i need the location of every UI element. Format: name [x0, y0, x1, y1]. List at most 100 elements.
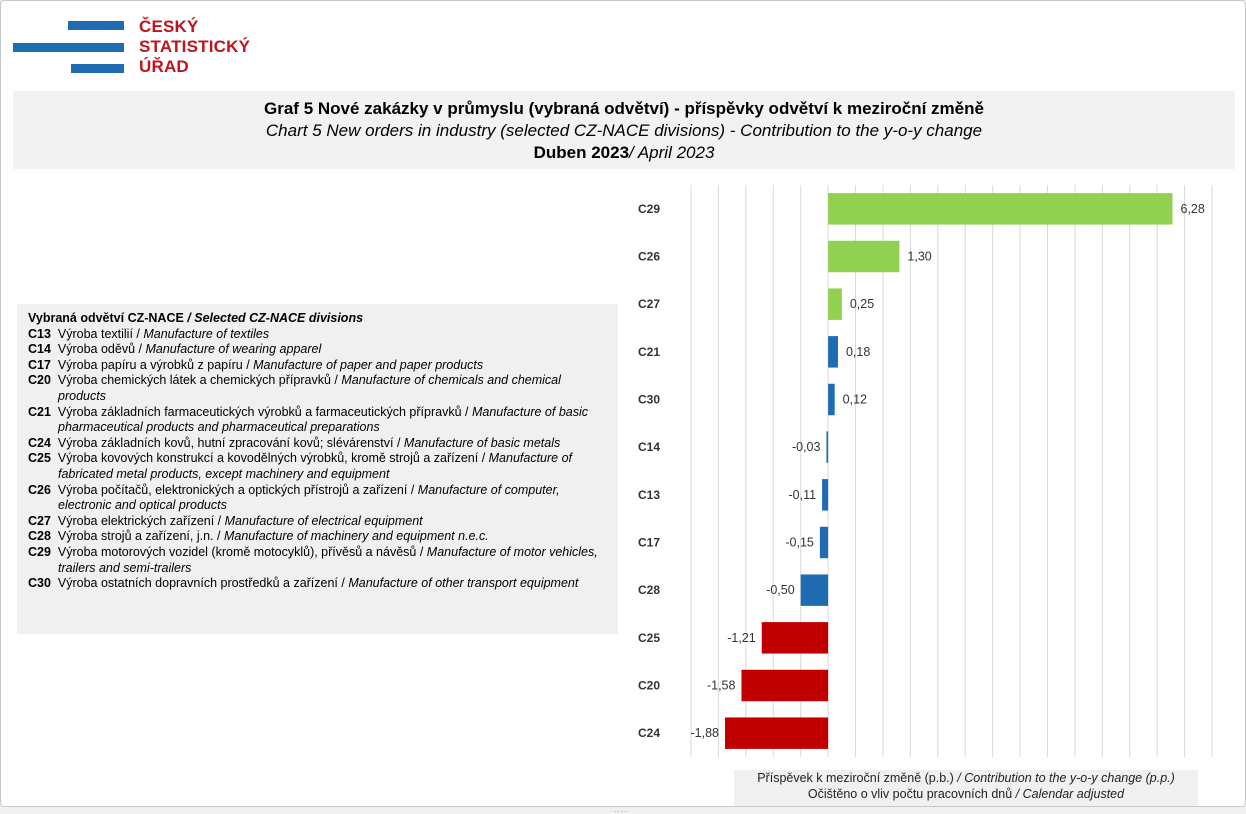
legend-item-cz: Výroba elektrických zařízení [57, 513, 215, 528]
legend-item: C14 Výroba oděvů / Manufacture of wearin… [28, 342, 322, 357]
legend-item-en: Manufacture of motor vehicles, trailers … [58, 544, 598, 575]
legend-item-code: C26 [28, 482, 51, 497]
data-label: -1,88 [691, 726, 720, 740]
bar [828, 383, 835, 416]
logo-line-3: ÚŘAD [139, 57, 189, 76]
legend-item: C21 Výroba základních farmaceutických vý… [28, 404, 589, 435]
bar [761, 622, 829, 654]
chart-period-en: / April 2023 [629, 143, 715, 162]
data-label: 0,25 [850, 297, 874, 311]
category-label: C14 [638, 440, 660, 454]
legend-item-en: Manufacture of basic pharmaceutical prod… [58, 404, 589, 435]
legend-item-cz: Výroba základních farmaceutických výrobk… [57, 404, 462, 419]
axis-note-line-1-cz: Příspěvek k meziroční změně (p.b.) [757, 771, 954, 785]
legend-item-code: C28 [28, 529, 51, 544]
legend-item-code: C30 [28, 576, 51, 591]
category-label: C24 [638, 726, 660, 740]
legend-item-code: C21 [28, 404, 51, 419]
legend-item-code: C29 [28, 544, 51, 559]
axis-note-line-1-en: / Contribution to the y-o-y change (p.p.… [953, 771, 1175, 785]
legend-item-en: Manufacture of paper and paper products [253, 357, 484, 372]
category-label: C27 [638, 297, 660, 311]
legend-item-code: C20 [28, 373, 51, 388]
bar [826, 431, 829, 463]
legend-heading-cz: Vybraná odvětví CZ-NACE [28, 311, 184, 325]
legend-item-cz: Výroba strojů a zařízení, j.n. [57, 529, 214, 544]
category-label: C30 [638, 393, 660, 407]
bar [828, 240, 900, 273]
legend-item: C25 Výroba kovových konstrukcí a kovoděl… [28, 451, 573, 481]
data-label: 0,12 [843, 393, 867, 407]
chart-title-cz: Graf 5 Nové zakázky v průmyslu (vybraná … [264, 99, 984, 118]
chart-title-box: Graf 5 Nové zakázky v průmyslu (vybraná … [13, 91, 1235, 169]
legend-item-code: C13 [28, 326, 51, 341]
bar [828, 288, 842, 320]
chart-title-en: Chart 5 New orders in industry (selected… [265, 121, 983, 140]
logo-bar [71, 64, 124, 73]
category-label: C28 [638, 583, 660, 597]
legend-item-en: Manufacture of basic metals [403, 435, 561, 450]
logo-line-1: ČESKÝ [139, 17, 199, 36]
legend-item: C29 Výroba motorových vozidel (kromě mot… [28, 544, 598, 575]
legend-item: C28 Výroba strojů a zařízení, j.n. / Man… [28, 529, 489, 544]
legend-item: C26 Výroba počítačů, elektronických a op… [28, 482, 560, 513]
data-label: -1,21 [727, 631, 756, 645]
legend-item-cz: Výroba základních kovů, hutní zpracování… [57, 435, 394, 450]
axis-note-line-2: Očištěno o vliv počtu pracovních dnů / C… [734, 786, 1198, 802]
legend-heading: Vybraná odvětví CZ-NACE / Selected CZ-NA… [28, 311, 608, 327]
axis-note-line-2-cz: Očištěno o vliv počtu pracovních dnů [807, 787, 1013, 801]
logo-bar [68, 21, 124, 30]
category-label: C17 [638, 536, 660, 550]
legend-item: C13 Výroba textilií / Manufacture of tex… [28, 326, 270, 341]
bar [725, 717, 829, 749]
data-label: -0,50 [766, 583, 795, 597]
data-label: 1,30 [907, 250, 931, 264]
legend-item-cz: Výroba ostatních dopravních prostředků a… [57, 576, 338, 591]
data-label: -0,11 [788, 488, 816, 502]
legend-item-en: Manufacture of machinery and equipment n… [223, 529, 489, 544]
bar [819, 526, 829, 559]
chart-period: Duben 2023/ April 2023 [13, 142, 1235, 164]
legend-item-code: C27 [28, 513, 51, 528]
category-label: C20 [638, 679, 660, 693]
legend-item: C24 Výroba základních kovů, hutní zpraco… [28, 435, 561, 450]
legend-item-cz: Výroba oděvů [57, 342, 136, 357]
legend-item-cz: Výroba textilií [57, 326, 133, 341]
legend-item-cz: Výroba papíru a výrobků z papíru [57, 357, 243, 372]
legend-item: C27 Výroba elektrických zařízení / Manuf… [28, 513, 423, 528]
bar [741, 669, 829, 702]
legend-item: C20 Výroba chemických látek a chemických… [28, 373, 561, 403]
category-label: C13 [638, 488, 660, 502]
legend-item-cz: Výroba počítačů, elektronických a optick… [57, 482, 408, 497]
legend-item-en: Manufacture of chemicals and chemical pr… [58, 373, 561, 403]
legend-item-code: C25 [28, 451, 51, 466]
legend-item-cz: Výroba kovových konstrukcí a kovodělných… [57, 451, 479, 466]
legend-item-en: Manufacture of electrical equipment [224, 513, 423, 528]
legend-item-code: C24 [28, 435, 51, 450]
legend-item-code: C17 [28, 357, 51, 372]
logo-bar [13, 43, 124, 52]
category-label: C21 [638, 345, 660, 359]
legend-item: C30 Výroba ostatních dopravních prostřed… [28, 576, 579, 591]
data-label: -0,15 [785, 536, 814, 550]
legend-item-en: Manufacture of other transport equipment [348, 576, 579, 591]
divisions-legend: Vybraná odvětví CZ-NACE / Selected CZ-NA… [17, 304, 618, 634]
bar [800, 574, 829, 606]
legend-item-en: Manufacture of textiles [143, 326, 270, 341]
resize-handle[interactable]: .... [614, 804, 629, 814]
data-label: 0,18 [846, 345, 870, 359]
contribution-bar-chart: C29 6,28 C26 1,30 C27 0,25 C21 0,18 C30 0,12 C14 -0… [638, 185, 1213, 757]
legend-item-code: C14 [28, 342, 51, 357]
chart-period-cz: Duben 2023 [533, 143, 630, 162]
axis-note: Příspěvek k meziroční změně (p.b.) / Con… [734, 770, 1198, 806]
legend-item-cz: Výroba chemických látek a chemických pří… [57, 373, 331, 388]
axis-note-line-2-en: / Calendar adjusted [1012, 787, 1125, 801]
bar [828, 193, 1173, 225]
legend-item: C17 Výroba papíru a výrobků z papíru / M… [28, 357, 484, 372]
data-label: 6,28 [1181, 202, 1205, 216]
czso-logo: ČESKÝ STATISTICKÝ ÚŘAD [13, 17, 250, 77]
data-label: -0,03 [792, 440, 821, 454]
bar [828, 336, 838, 368]
category-label: C25 [638, 631, 660, 645]
